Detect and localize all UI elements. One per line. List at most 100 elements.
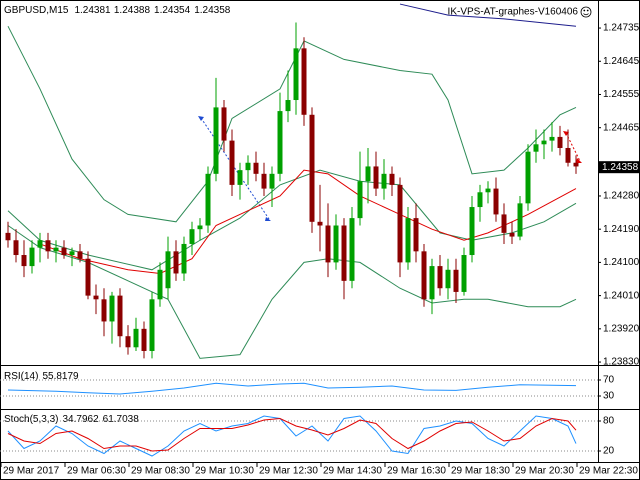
candle-body	[373, 166, 379, 189]
candle-body	[333, 225, 339, 263]
candle-body	[421, 251, 427, 300]
candle-body	[381, 173, 387, 189]
x-tick-label: 29 Mar 16:30	[387, 466, 446, 477]
candle-body	[181, 243, 187, 274]
y-tick-label: 1.24280	[603, 191, 640, 202]
candle-body	[285, 100, 291, 112]
candle-body	[277, 111, 283, 174]
candle-body	[453, 269, 459, 292]
candle-body	[349, 218, 355, 281]
candle-body	[317, 221, 323, 226]
candle-body	[69, 251, 75, 256]
indicator-line	[7, 417, 577, 452]
y-tick-label: 1.24100	[603, 257, 640, 268]
header-low: 1.24354	[154, 5, 191, 16]
candle-body	[365, 166, 371, 182]
candle-body	[413, 218, 419, 252]
header-close: 1.24358	[194, 5, 231, 16]
candle-body	[237, 170, 243, 185]
candle-body	[109, 295, 115, 322]
candle-body	[533, 144, 539, 152]
indicator-title-part: 55.8179	[42, 371, 79, 382]
x-tick-label: 29 Mar 2017	[3, 466, 60, 477]
candle-body	[485, 188, 491, 193]
y-tick-label: 1.23830	[603, 357, 640, 368]
candle-body	[253, 162, 259, 174]
x-tick-label: 29 Mar 14:30	[323, 466, 382, 477]
y-tick-label: 1.24645	[603, 56, 640, 67]
candle-body	[261, 173, 267, 189]
candle-body	[53, 247, 59, 252]
candle-body	[309, 114, 315, 222]
indicator-line	[399, 3, 577, 27]
candle-body	[301, 48, 307, 115]
y-tick-label: 1.24465	[603, 122, 640, 133]
candle-body	[549, 136, 555, 141]
current-price-label: 1.24358	[602, 162, 639, 173]
candle-body	[157, 269, 163, 300]
candle-body	[437, 266, 443, 289]
indicator-title: RSI(14) 55.8179	[4, 371, 79, 382]
x-tick-label: 29 Mar 08:30	[131, 466, 190, 477]
candle-body	[405, 218, 411, 263]
indicator-line	[7, 225, 577, 359]
candle-body	[501, 214, 507, 233]
y-tick-label: 70	[603, 375, 615, 386]
candle-body	[93, 295, 99, 300]
y-tick-label: 80	[603, 416, 615, 427]
candle-body	[469, 207, 475, 256]
candle-body	[477, 192, 483, 208]
candle-body	[189, 229, 195, 244]
candle-body	[101, 299, 107, 322]
candle-body	[141, 328, 147, 351]
indicator-line	[7, 415, 577, 457]
candle-body	[293, 48, 299, 101]
candle-body	[341, 225, 347, 281]
header-high: 1.24388	[114, 5, 151, 16]
candle-body	[165, 251, 171, 289]
y-tick-label: 30	[603, 391, 615, 402]
indicator-title: Stoch(5,3,3) 34.7962 61.7038	[4, 414, 139, 425]
symbol: GBPUSD,M15	[4, 5, 69, 16]
x-tick-label: 29 Mar 20:30	[515, 466, 574, 477]
indicator-title-part: 34.7962	[62, 414, 99, 425]
candle-body	[149, 299, 155, 351]
indicator-line	[7, 382, 577, 395]
candle-body	[325, 225, 331, 263]
candle-body	[221, 107, 227, 141]
y-tick-label: 1.24010	[603, 290, 640, 301]
chart-header: GBPUSD,M15 1.24381 1.24388 1.24354 1.24358	[4, 5, 231, 16]
x-tick-label: 29 Mar 12:30	[259, 466, 318, 477]
x-tick-label: 29 Mar 22:30	[579, 466, 638, 477]
candle-body	[229, 140, 235, 185]
x-tick-label: 29 Mar 06:30	[67, 466, 126, 477]
candle-body	[29, 247, 35, 267]
candle-body	[429, 266, 435, 300]
candle-body	[357, 181, 363, 219]
x-tick-label: 29 Mar 10:30	[195, 466, 254, 477]
candle-body	[205, 173, 211, 226]
candle-body	[77, 251, 83, 259]
indicator-title-part: RSI(14)	[4, 371, 38, 382]
x-tick-label: 29 Mar 18:30	[451, 466, 510, 477]
header-open: 1.24381	[74, 5, 111, 16]
candle-body	[525, 151, 531, 204]
y-tick-label: 1.24555	[603, 89, 640, 100]
candle-body	[389, 173, 395, 185]
candle-body	[117, 295, 123, 337]
y-tick-label: 1.24735	[603, 23, 640, 34]
candle-body	[269, 173, 275, 189]
candle-body	[573, 162, 579, 167]
candle-body	[557, 136, 563, 148]
candle-body	[197, 225, 203, 230]
candle-body	[85, 258, 91, 296]
candle-body	[213, 107, 219, 174]
candle-body	[445, 269, 451, 289]
candle-body	[13, 240, 19, 256]
candle-body	[61, 247, 67, 256]
candle-body	[509, 232, 515, 237]
candle-body	[517, 203, 523, 237]
candle-body	[5, 232, 11, 241]
candle-body	[37, 240, 43, 248]
